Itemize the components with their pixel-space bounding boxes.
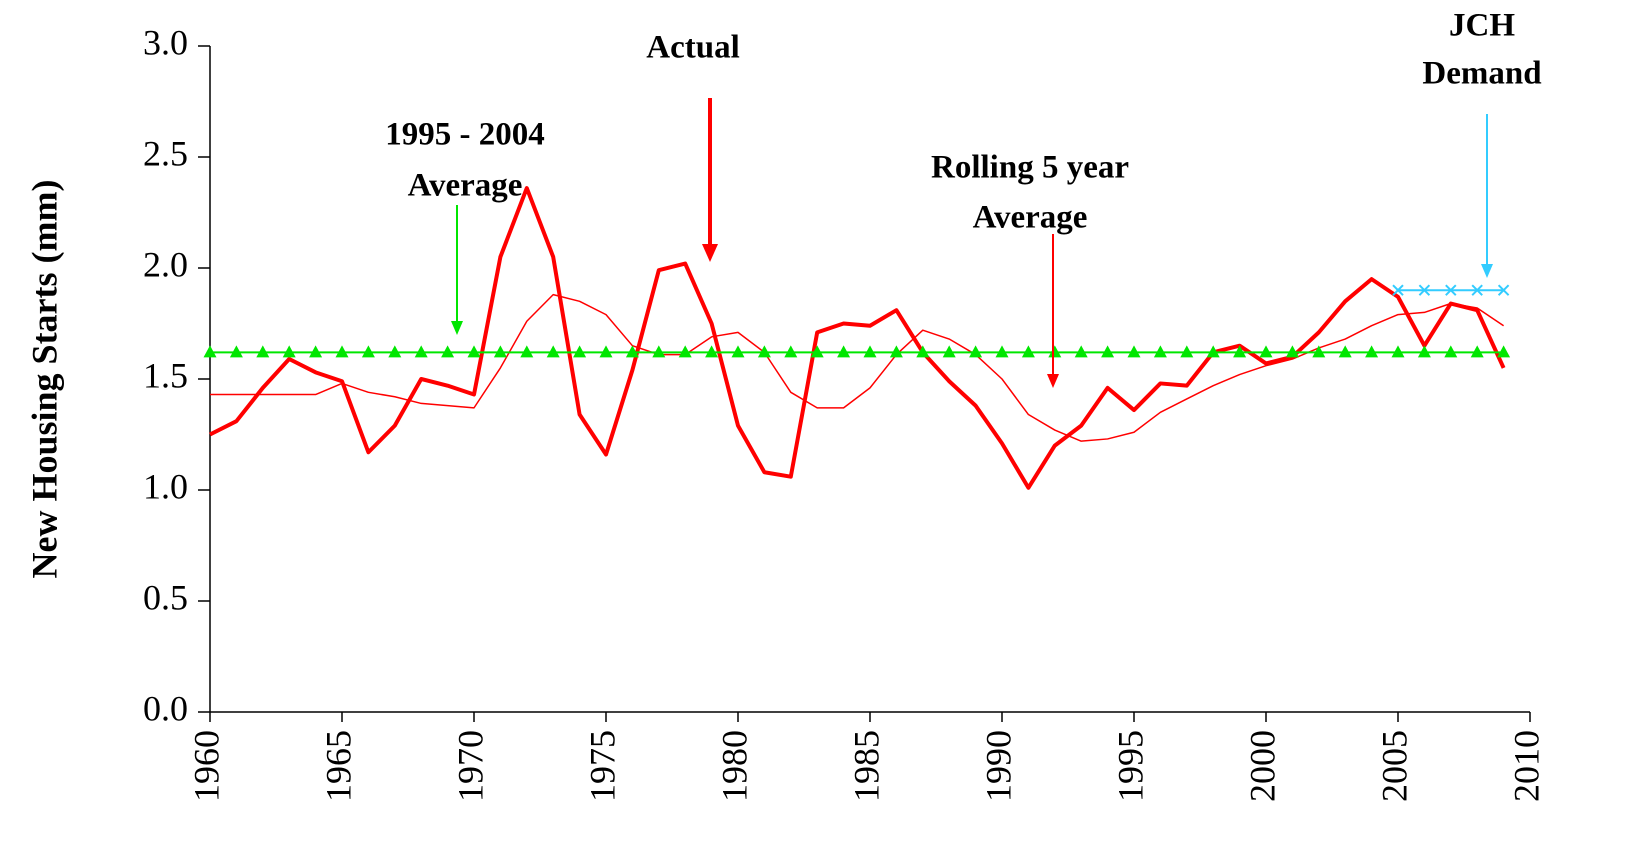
x-marker xyxy=(1445,284,1457,296)
triangle-marker xyxy=(1127,345,1141,358)
triangle-marker xyxy=(1285,345,1299,358)
annotation: Average xyxy=(408,168,523,204)
annotation-arrowhead xyxy=(1047,374,1059,388)
annotation: Average xyxy=(973,200,1088,236)
x-tick-label: 1985 xyxy=(846,730,886,802)
triangle-marker xyxy=(361,345,375,358)
y-tick-label: 2.5 xyxy=(143,133,188,173)
triangle-marker xyxy=(678,345,692,358)
x-tick-label: 1970 xyxy=(450,730,490,802)
triangle-marker xyxy=(520,345,534,358)
triangle-marker xyxy=(573,345,587,358)
y-tick-label: 1.0 xyxy=(143,466,188,506)
series-line xyxy=(210,293,1505,442)
triangle-marker xyxy=(1365,345,1379,358)
triangle-marker xyxy=(1497,345,1511,358)
triangle-marker xyxy=(309,345,323,358)
triangle-marker xyxy=(203,345,217,358)
triangle-marker xyxy=(757,345,771,358)
triangle-marker xyxy=(414,345,428,358)
triangle-marker xyxy=(1470,345,1484,358)
y-tick-label: 1.5 xyxy=(143,355,188,395)
triangle-marker xyxy=(335,345,349,358)
triangle-marker xyxy=(1021,345,1035,358)
x-marker xyxy=(1418,284,1431,296)
x-marker xyxy=(1392,284,1404,296)
triangle-marker xyxy=(863,345,877,358)
triangle-marker xyxy=(229,345,243,358)
triangle-marker xyxy=(837,345,851,358)
triangle-marker xyxy=(969,345,983,358)
triangle-marker xyxy=(1259,345,1273,358)
triangle-marker xyxy=(995,345,1009,358)
triangle-marker xyxy=(1180,345,1194,358)
x-tick-label: 1995 xyxy=(1110,730,1150,802)
x-tick-label: 1980 xyxy=(714,730,754,802)
triangle-marker xyxy=(493,345,507,358)
annotation-arrowhead xyxy=(451,321,463,335)
triangle-marker xyxy=(810,345,824,358)
triangle-marker xyxy=(546,345,560,358)
x-tick-label: 1990 xyxy=(978,730,1018,802)
y-tick-label: 2.0 xyxy=(143,244,188,284)
triangle-marker xyxy=(1444,345,1458,358)
triangle-marker xyxy=(1048,345,1062,358)
y-tick-label: 0.0 xyxy=(143,688,188,728)
triangle-marker xyxy=(1391,345,1405,358)
annotation: Demand xyxy=(1422,56,1541,92)
triangle-marker xyxy=(441,345,455,358)
triangle-marker xyxy=(1153,345,1167,358)
y-tick-label: 3.0 xyxy=(143,22,188,62)
annotation: Actual xyxy=(646,30,740,66)
x-tick-label: 2005 xyxy=(1374,730,1414,802)
triangle-marker xyxy=(1206,345,1220,358)
triangle-marker xyxy=(282,345,296,358)
triangle-marker xyxy=(1101,345,1115,358)
triangle-marker xyxy=(1312,345,1326,358)
triangle-marker xyxy=(388,345,402,358)
y-axis-label: New Housing Starts (mm) xyxy=(24,180,64,579)
y-tick-label: 0.5 xyxy=(143,577,188,617)
triangle-marker xyxy=(1233,345,1247,358)
triangle-marker xyxy=(731,345,745,358)
annotation: 1995 - 2004 xyxy=(385,117,545,153)
x-tick-label: 2000 xyxy=(1242,730,1282,802)
triangle-marker xyxy=(916,345,930,358)
triangle-marker xyxy=(652,345,666,358)
x-marker xyxy=(1471,284,1483,296)
series-line xyxy=(209,186,1506,490)
triangle-marker xyxy=(256,345,270,358)
x-tick-label: 1975 xyxy=(582,730,622,802)
triangle-marker xyxy=(1074,345,1088,358)
triangle-marker xyxy=(784,345,798,358)
x-tick-label: 2010 xyxy=(1506,730,1546,802)
annotation-arrowhead xyxy=(702,244,718,262)
x-tick-label: 1960 xyxy=(186,730,226,802)
x-tick-label: 1965 xyxy=(318,730,358,802)
x-marker xyxy=(1497,284,1510,296)
triangle-marker xyxy=(1417,345,1431,358)
triangle-marker xyxy=(705,345,719,358)
annotation-arrowhead xyxy=(1481,264,1493,278)
triangle-marker xyxy=(599,345,613,358)
annotation: Rolling 5 year xyxy=(931,150,1129,186)
triangle-marker xyxy=(467,345,481,358)
triangle-marker xyxy=(625,345,639,358)
triangle-marker xyxy=(1338,345,1352,358)
triangle-marker xyxy=(889,345,903,358)
triangle-marker xyxy=(942,345,956,358)
annotation: JCH xyxy=(1449,8,1515,44)
